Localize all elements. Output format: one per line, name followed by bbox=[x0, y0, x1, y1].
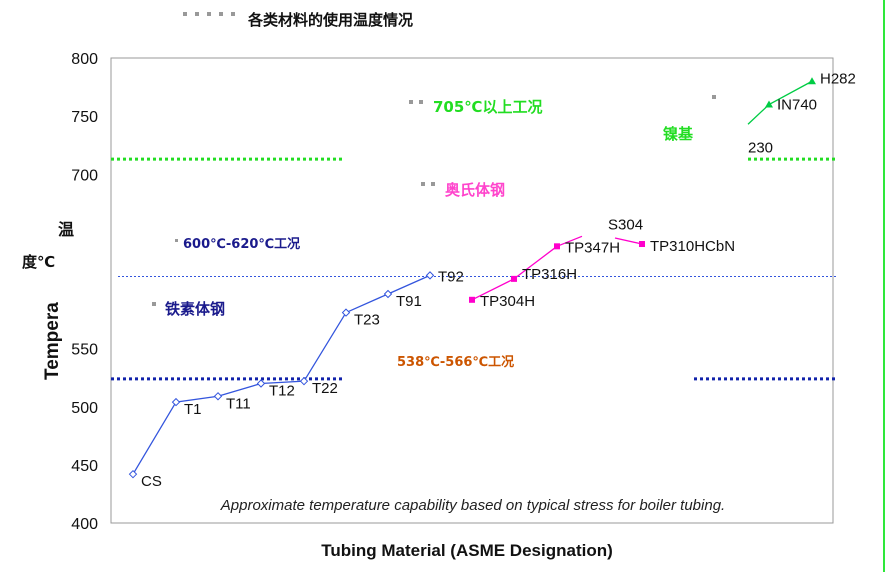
y-tick-label: 400 bbox=[71, 516, 98, 533]
chart-title: 各类材料的使用温度情况 bbox=[248, 11, 414, 29]
point-label: T92 bbox=[438, 268, 464, 285]
point-label: TP316H bbox=[522, 266, 577, 283]
point-labels: CS T1 T11 T12 T22 T23 T91 T92 TP304H TP316H TP347H… bbox=[141, 70, 856, 490]
series-line-segment bbox=[614, 237, 643, 245]
point-label: T1 bbox=[184, 401, 202, 418]
annotation-austenitic: 奥氏体钢 bbox=[445, 181, 506, 199]
point-label: T23 bbox=[354, 312, 380, 329]
data-point bbox=[128, 469, 138, 479]
y-axis-label: Tempera bbox=[42, 302, 63, 380]
series-markers bbox=[128, 77, 816, 479]
y-tick-label: 700 bbox=[71, 167, 98, 184]
data-point bbox=[171, 397, 181, 407]
point-label: T91 bbox=[396, 293, 422, 310]
data-point bbox=[639, 241, 645, 247]
data-point bbox=[511, 275, 517, 282]
y-tick-label: 800 bbox=[71, 51, 98, 68]
label-du: 度℃ bbox=[22, 253, 56, 271]
point-label: 230 bbox=[748, 139, 773, 156]
annotation-ferritic: 铁素体钢 bbox=[165, 300, 226, 318]
point-label: H282 bbox=[820, 70, 856, 87]
label-wen: 温 bbox=[58, 220, 75, 239]
point-label: TP347H bbox=[565, 239, 620, 256]
annotation-dots bbox=[152, 95, 716, 306]
data-point bbox=[341, 308, 351, 317]
y-tick-label: 750 bbox=[71, 109, 98, 126]
annotation-ni-range: 705℃以上工况 bbox=[433, 98, 543, 116]
point-label: IN740 bbox=[777, 97, 817, 114]
y-tick-label: 550 bbox=[71, 342, 98, 359]
y-tick-label: 450 bbox=[71, 458, 98, 475]
series-line bbox=[132, 274, 431, 475]
data-point bbox=[425, 271, 435, 280]
series-lines bbox=[132, 80, 813, 475]
annotation-mid-range: 600℃-620℃工况 bbox=[183, 237, 301, 252]
data-point bbox=[765, 100, 773, 108]
point-label: T12 bbox=[269, 383, 295, 400]
data-point bbox=[808, 77, 816, 85]
data-point bbox=[213, 392, 223, 401]
y-axis-ticks: 400 450 500 550 700 750 800 bbox=[71, 51, 98, 533]
right-edge-line bbox=[883, 0, 885, 572]
point-label: T22 bbox=[312, 380, 338, 397]
data-point bbox=[299, 376, 309, 386]
title-dots bbox=[183, 12, 235, 16]
y-tick-label: 500 bbox=[71, 400, 98, 417]
point-label: S304 bbox=[608, 217, 643, 234]
data-point bbox=[256, 379, 266, 388]
data-point bbox=[383, 289, 393, 299]
point-label: TP310HCbN bbox=[650, 238, 735, 255]
annotation-low-range: 538℃-566℃工况 bbox=[397, 355, 515, 370]
data-point bbox=[469, 296, 475, 303]
series-line-segment bbox=[556, 235, 583, 247]
plot-frame bbox=[110, 57, 834, 524]
point-label: TP304H bbox=[480, 293, 535, 310]
point-label: T11 bbox=[226, 395, 251, 412]
x-axis-label: Tubing Material (ASME Designation) bbox=[321, 541, 613, 560]
data-point bbox=[554, 243, 560, 250]
point-label: CS bbox=[141, 473, 162, 490]
chart-note: Approximate temperature capability based… bbox=[220, 497, 725, 514]
annotation-ni-base: 镍基 bbox=[663, 125, 694, 143]
